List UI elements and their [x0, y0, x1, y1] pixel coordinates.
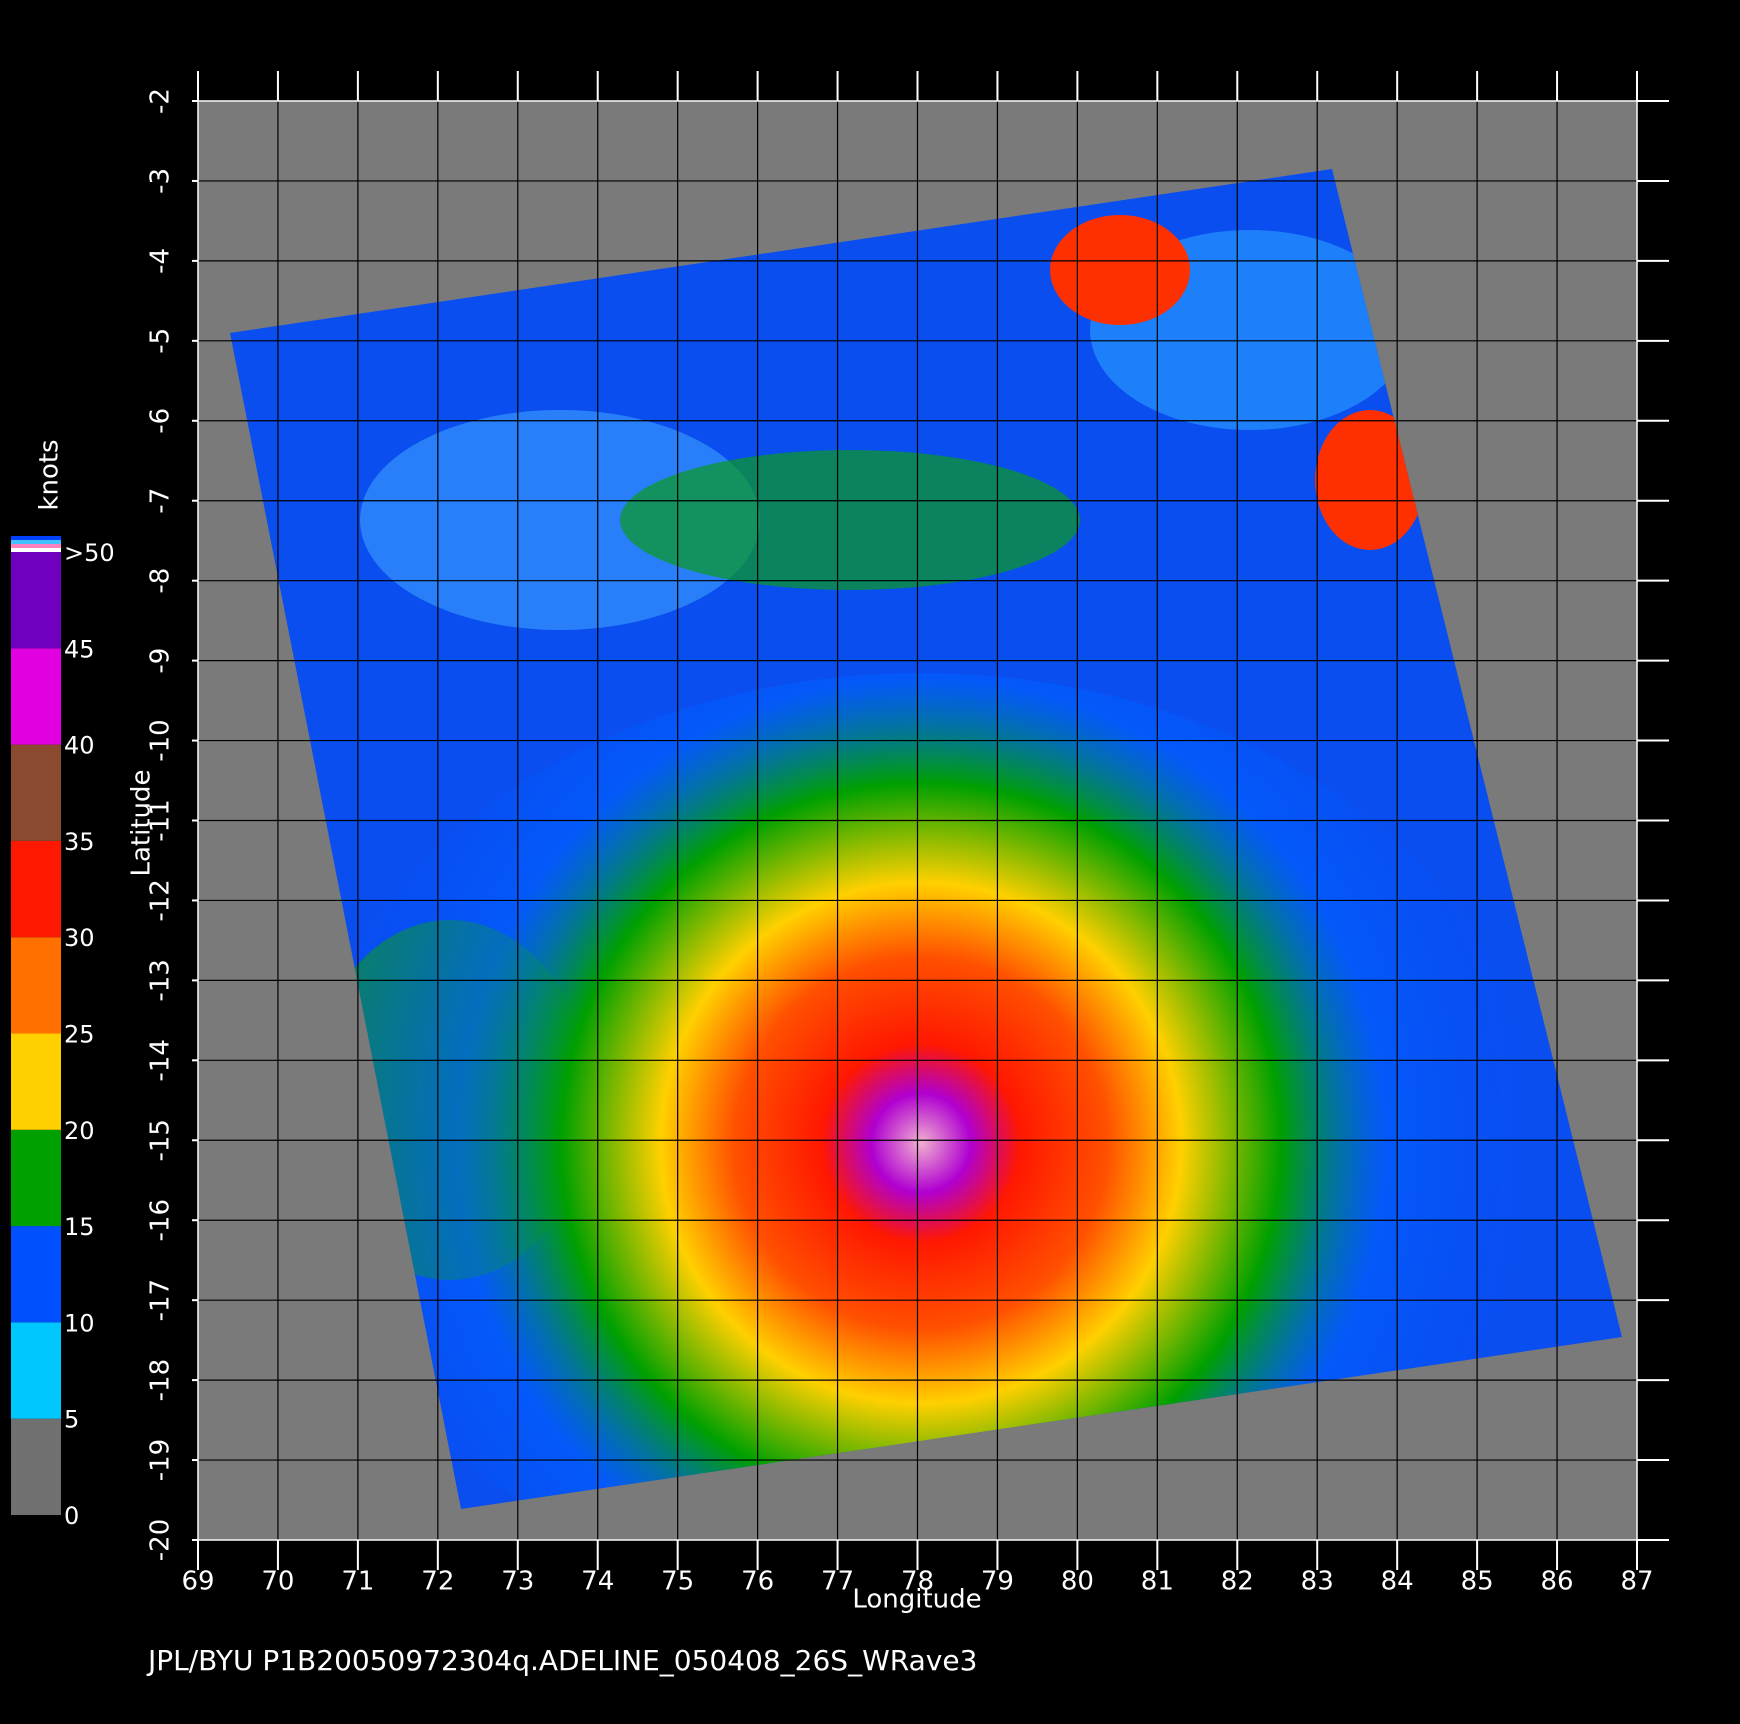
y-tick-label: -2 — [146, 88, 176, 114]
x-tick-label: 70 — [261, 1567, 294, 1597]
colorbar-segment — [11, 1418, 61, 1515]
x-tick-label: 86 — [1541, 1567, 1574, 1597]
grid — [197, 100, 1638, 1541]
colorbar-tick-label: 25 — [64, 1021, 95, 1049]
x-tick-label: 77 — [821, 1567, 854, 1597]
y-tick-label: -5 — [146, 328, 176, 354]
x-tick-label: 78 — [901, 1567, 934, 1597]
y-tick-label: -8 — [146, 568, 176, 594]
y-tick-label: -15 — [146, 1119, 176, 1161]
colorbar-segment — [11, 744, 61, 841]
y-axis-label: Latitude — [127, 769, 157, 876]
y-tick-label: -11 — [146, 799, 176, 841]
colorbar-tick-label: 15 — [64, 1213, 95, 1241]
y-tick-label: -6 — [146, 408, 176, 434]
x-tick-label: 74 — [581, 1567, 614, 1597]
colorbar-tick-label: 30 — [64, 924, 95, 952]
x-tick-label: 82 — [1221, 1567, 1254, 1597]
x-tick-label: 73 — [501, 1567, 534, 1597]
colorbar-tick-label: 10 — [64, 1309, 95, 1337]
colorbar-tick-label: 20 — [64, 1117, 95, 1145]
colorbar-tick-label: >50 — [64, 539, 115, 567]
x-tick-label: 79 — [981, 1567, 1014, 1597]
colorbar-segment — [11, 1129, 61, 1227]
x-tick-label: 85 — [1461, 1567, 1494, 1597]
y-tick-label: -17 — [146, 1279, 176, 1321]
y-tick-label: -20 — [146, 1519, 176, 1561]
colorbar-label: knots — [35, 439, 65, 510]
y-tick-label: -10 — [146, 719, 176, 761]
colorbar-segment — [11, 840, 61, 938]
x-tick-label: 87 — [1620, 1567, 1653, 1597]
x-tick-label: 80 — [1061, 1567, 1094, 1597]
x-tick-label: 76 — [741, 1567, 774, 1597]
colorbar-tick-label: 0 — [64, 1502, 79, 1530]
plot-frame — [197, 100, 1638, 1541]
colorbar: 0 5 10 15 20 25 30 35 40 45 >50 — [11, 536, 115, 1530]
colorbar-segment — [11, 1033, 61, 1130]
y-tick-label: -12 — [146, 879, 176, 921]
x-tick-label: 75 — [661, 1567, 694, 1597]
x-tick-label: 71 — [341, 1567, 374, 1597]
y-tick-label: -14 — [146, 1039, 176, 1081]
colorbar-tick-label: 45 — [64, 635, 95, 663]
y-tick-label: -9 — [146, 648, 176, 674]
colorbar-cap — [11, 544, 61, 548]
colorbar-segment — [11, 552, 61, 649]
colorbar-segment — [11, 1226, 61, 1323]
colorbar-tick-label: 40 — [64, 732, 95, 760]
colorbar-tick-label: 5 — [64, 1406, 79, 1434]
colorbar-cap — [11, 548, 61, 552]
y-tick-label: -13 — [146, 959, 176, 1001]
colorbar-tick-label: 35 — [64, 828, 95, 856]
x-tick-label: 84 — [1381, 1567, 1414, 1597]
x-tick-label: 69 — [181, 1567, 214, 1597]
colorbar-segment — [11, 1322, 61, 1419]
ticks: 69 70 71 72 73 74 75 76 77 78 79 80 81 82 83 84 85 86 87 -2… — [146, 71, 1669, 1597]
x-axis-label: Longitude — [852, 1585, 981, 1615]
y-tick-label: -4 — [146, 248, 176, 274]
y-tick-label: -19 — [146, 1439, 176, 1481]
footer: JPL/BYU P1B20050972304q.ADELINE_050408_2… — [146, 1644, 977, 1677]
y-tick-label: -3 — [146, 168, 176, 194]
y-tick-label: -18 — [146, 1359, 176, 1401]
x-tick-label: 81 — [1141, 1567, 1174, 1597]
y-tick-label: -7 — [146, 488, 176, 514]
colorbar-cap — [11, 540, 61, 544]
colorbar-segment — [11, 648, 61, 745]
x-tick-label: 83 — [1301, 1567, 1334, 1597]
colorbar-segment — [11, 937, 61, 1034]
x-tick-label: 72 — [421, 1567, 454, 1597]
y-tick-label: -16 — [146, 1199, 176, 1241]
colorbar-cap — [11, 536, 61, 540]
